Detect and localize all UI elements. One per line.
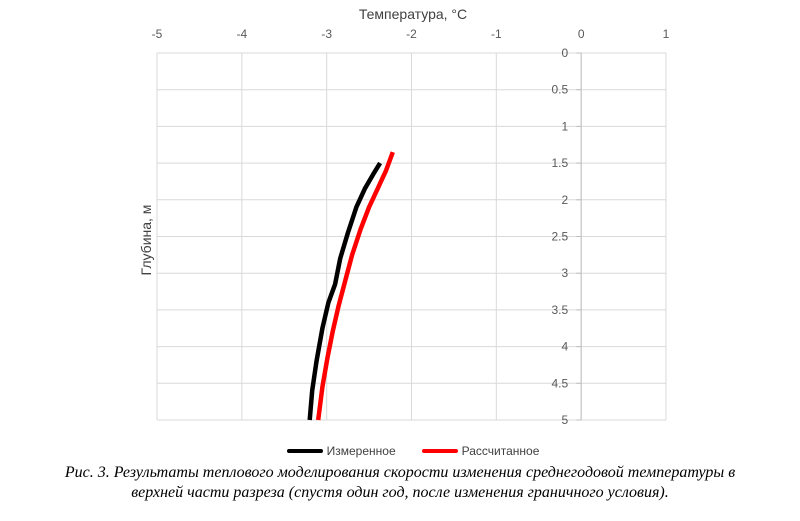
x-tick-label: -4	[236, 27, 247, 41]
x-tick-label: 0	[578, 27, 585, 41]
y-tick-label: 3	[561, 266, 568, 280]
y-tick-label: 0.5	[551, 83, 568, 97]
x-tick-label: -3	[321, 27, 332, 41]
series-lines	[307, 151, 395, 421]
legend-swatch-measured	[286, 449, 323, 453]
y-tick-label: 3.5	[551, 303, 568, 317]
figure-caption: Рис. 3. Результаты теплового моделирован…	[0, 463, 800, 503]
series-line-calculated	[315, 151, 395, 421]
legend-label-measured: Измеренное	[326, 444, 396, 458]
chart-grid	[156, 52, 667, 421]
y-tick-label: 1.5	[551, 156, 568, 170]
legend-item-measured: Измеренное	[286, 444, 396, 458]
legend-item-calculated: Рассчитанное	[421, 444, 540, 458]
x-tick-labels: -5 -4 -3 -2 -1 0 1	[152, 27, 670, 41]
x-tick-label: -2	[406, 27, 417, 41]
y-tick-label: 1	[561, 119, 568, 133]
y-tick-label: 0	[561, 46, 568, 60]
y-tick-label: 2	[561, 193, 568, 207]
series-line-measured	[307, 161, 383, 421]
legend-label-calculated: Рассчитанное	[461, 444, 540, 458]
x-tick-label: -5	[152, 27, 163, 41]
legend: Измеренное Рассчитанное	[0, 444, 800, 458]
y-tick-label: 4	[561, 340, 568, 354]
y-tick-label: 5	[561, 413, 568, 427]
y-tick-labels: 0 0.5 1 1.5 2 2.5 3 3.5 4 4.5 5	[551, 46, 568, 427]
x-tick-label: -1	[491, 27, 502, 41]
x-tick-label: 1	[663, 27, 670, 41]
caption-line-2: верхней части разреза (спустя один год, …	[131, 484, 669, 501]
y-tick-label: 4.5	[551, 376, 568, 390]
x-axis-title: Температура, °C	[358, 6, 468, 22]
legend-swatch-calculated	[421, 449, 458, 453]
temperature-depth-chart: -5 -4 -3 -2 -1 0 1 0 0.5 1 1.5 2 2.5 3 3.5 4 4.5 5	[152, 27, 670, 427]
caption-line-1: Рис. 3. Результаты теплового моделирован…	[64, 464, 736, 481]
y-tick-label: 2.5	[551, 230, 568, 244]
